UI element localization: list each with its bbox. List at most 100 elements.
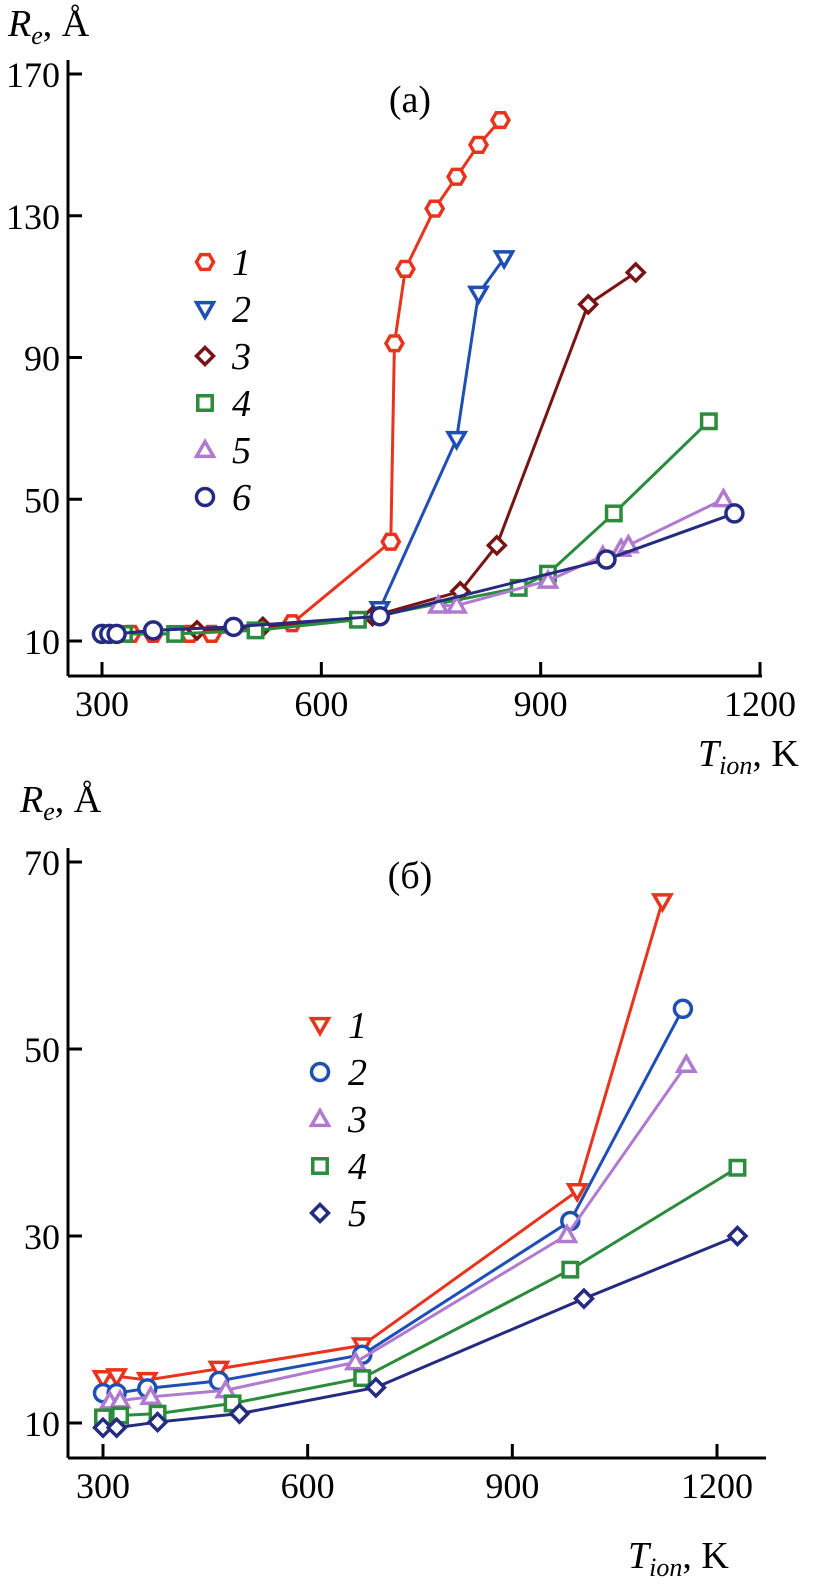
- panel-b: Re, Å (б) 10 30 50 70 300 600 900 1200 1 2 3 4 5 T…: [19, 779, 766, 1582]
- panel-b-xtick-label: 1200: [681, 1466, 753, 1506]
- panel-b-series-5-point: [228, 1402, 251, 1425]
- panel-a-series-3-point: [485, 534, 508, 557]
- panel-a-series-4-point: [348, 610, 367, 629]
- panel-b-xlabel: Tion, K: [628, 1535, 729, 1582]
- panel-a-legend-label-3: 3: [231, 336, 251, 378]
- panel-b-series: [91, 893, 749, 1439]
- panel-a-legend-item-2: 2: [193, 289, 251, 331]
- panel-a-series-3-point: [624, 261, 647, 284]
- panel-b-series-1-point: [565, 1182, 589, 1204]
- panel-a-series-1-point: [468, 135, 490, 154]
- panel-b-legend-label-5: 5: [348, 1193, 367, 1235]
- panel-b-series-2-point: [672, 998, 694, 1020]
- panel-b-series-3-point: [139, 1384, 163, 1405]
- panel-a-series-6-line: [102, 512, 735, 636]
- panel-a-ytick-label: 130: [6, 197, 60, 237]
- panel-b-series-5: [92, 1225, 749, 1439]
- panel-b-ytick-label: 50: [24, 1030, 60, 1070]
- panel-b-series-5-point: [572, 1287, 595, 1310]
- panel-a-legend-label-2: 2: [232, 289, 251, 331]
- panel-a-xtick-label: 600: [294, 684, 348, 724]
- panel-a-y-ticks: 10 50 90 130 170: [6, 55, 82, 662]
- panel-b-series-3-point: [555, 1223, 579, 1244]
- panel-a-series-6: [91, 503, 745, 645]
- panel-a-series-6-point: [106, 623, 127, 645]
- panel-b-legend-label-4: 4: [348, 1146, 367, 1188]
- panel-a-ylabel: Re, Å: [7, 3, 90, 50]
- panel-b-legend-label-1: 1: [348, 1005, 367, 1047]
- panel-a-legend-marker-2: [193, 300, 217, 322]
- panel-a-series-2-line: [378, 257, 506, 610]
- panel-b-series-1-point: [91, 1369, 115, 1391]
- panel-b-legend-marker-1: [308, 1016, 332, 1038]
- panel-a-series-5-point: [711, 487, 735, 508]
- panel-b-series-3-point: [674, 1052, 698, 1074]
- panel-a-series-6-point: [369, 605, 391, 627]
- panel-b-series-3: [98, 1052, 698, 1410]
- panel-b-legend-item-4: 4: [311, 1146, 367, 1188]
- panel-a-legend-marker-4: [196, 394, 214, 412]
- panel-a-legend-item-4: 4: [196, 383, 251, 425]
- panel-a-legend-marker-1: [194, 252, 216, 272]
- panel-a-xtick-label: 1200: [724, 684, 796, 724]
- panel-a-xlabel-unit: , K: [752, 733, 799, 775]
- panel-a: Re, Å (a) 10 50 90 130 170 300 600 900 1200 1 2 3…: [6, 3, 799, 780]
- panel-b-xlabel-main: T: [628, 1535, 652, 1577]
- panel-a-legend-label-1: 1: [232, 242, 251, 284]
- panel-a-series-1-point: [380, 532, 402, 551]
- panel-a-legend-item-5: 5: [193, 430, 251, 472]
- panel-a-series-4-point: [604, 504, 623, 523]
- panel-a-xtick-label: 900: [514, 684, 568, 724]
- panel-a-legend: 1 2 3 4 5 6: [193, 242, 251, 519]
- panel-b-xlabel-unit: , K: [682, 1535, 729, 1577]
- panel-b-series-4-point: [353, 1369, 372, 1388]
- panel-a-xlabel-sub: ion: [719, 751, 752, 780]
- panel-b-legend-label-3: 3: [347, 1099, 367, 1141]
- panel-a-series-6-point: [724, 503, 745, 524]
- panel-b-ylabel-unit: , Å: [55, 779, 102, 821]
- panel-b-legend-label-2: 2: [348, 1052, 367, 1094]
- panel-a-series-6-point: [596, 549, 617, 570]
- panel-a-legend-label-6: 6: [232, 477, 251, 519]
- panel-b-xlabel-sub: ion: [649, 1553, 682, 1582]
- panel-a-legend-item-1: 1: [194, 242, 251, 284]
- panel-b-series-5-point: [105, 1416, 128, 1439]
- panel-a-legend-item-3: 3: [194, 336, 251, 378]
- panel-a-legend-marker-3: [194, 345, 216, 367]
- panel-b-ylabel-main: R: [19, 779, 43, 821]
- panel-b-xtick-label: 600: [281, 1466, 335, 1506]
- panel-a-ytick-label: 50: [24, 480, 60, 520]
- panel-a-legend-label-5: 5: [232, 430, 251, 472]
- panel-b-x-ticks: 300 600 900 1200: [76, 1444, 753, 1506]
- panel-a-series-2-point: [467, 285, 491, 306]
- panel-a-x-ticks: 300 600 900 1200: [75, 662, 796, 724]
- panel-b-series-5-point: [146, 1411, 169, 1434]
- panel-b-ytick-label: 10: [24, 1404, 60, 1444]
- panel-b-legend-item-3: 3: [308, 1099, 367, 1141]
- panel-a-series-1-line: [102, 119, 502, 636]
- panel-a-series-3-line: [196, 271, 637, 632]
- panel-b-series-5-point: [364, 1376, 387, 1399]
- panel-b-label: (б): [388, 855, 433, 897]
- panel-b-xtick-label: 900: [485, 1466, 539, 1506]
- panel-b-series-4-point: [728, 1158, 747, 1177]
- panel-b-series-1-point: [207, 1360, 231, 1381]
- panel-b-series-1-line: [102, 900, 664, 1382]
- panel-a-ytick-label: 90: [24, 339, 60, 379]
- panel-a-ytick-label: 10: [24, 622, 60, 662]
- panel-b-series-3-point: [343, 1350, 367, 1371]
- panel-a-legend-marker-5: [193, 437, 217, 459]
- panel-a-xlabel: Tion, K: [698, 733, 799, 780]
- panel-a-series-1-point: [383, 334, 405, 353]
- panel-b-series-4-line: [102, 1166, 739, 1419]
- panel-a-xtick-label: 300: [75, 684, 129, 724]
- panel-a-series-4-point: [699, 412, 718, 431]
- panel-a-series: [91, 110, 745, 645]
- panel-b-ytick-label: 30: [24, 1217, 60, 1257]
- panel-b-y-ticks: 10 30 50 70: [24, 843, 82, 1444]
- panel-b-series-1-point: [105, 1368, 129, 1389]
- panel-a-ylabel-main: R: [7, 3, 31, 45]
- panel-b-ylabel-sub: e: [43, 797, 55, 826]
- panel-b-series-1: [91, 893, 674, 1393]
- panel-b-legend-item-1: 1: [308, 1005, 367, 1047]
